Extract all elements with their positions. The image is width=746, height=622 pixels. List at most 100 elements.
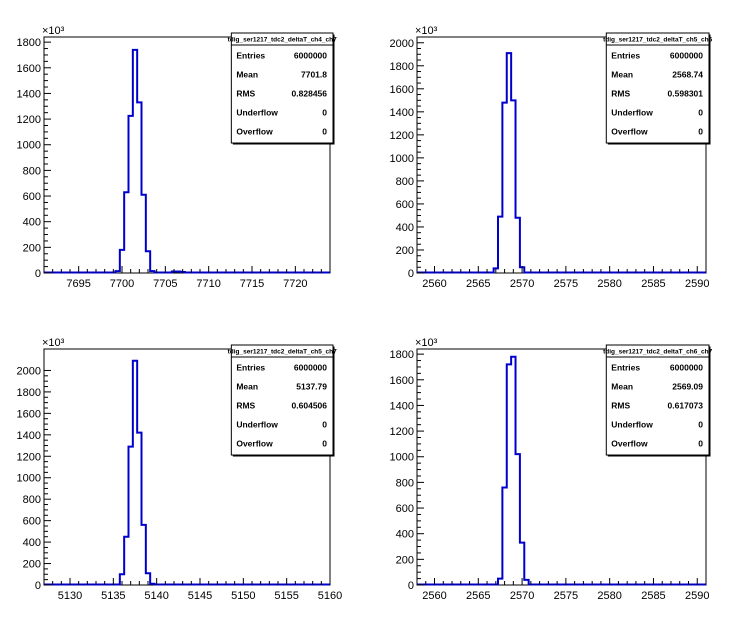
x-tick-label: 2590 <box>685 278 709 290</box>
y-tick-label: 1000 <box>17 140 41 152</box>
histogram-panel-3: 0 200 400 600 800 1000 1200 1400 1600 1800 2000 513… <box>17 337 343 602</box>
stats-label: Underflow <box>611 108 653 118</box>
stats-box <box>605 344 710 456</box>
x-tick-label: 7710 <box>196 278 220 290</box>
histogram-line <box>44 359 330 586</box>
histogram-bin-5 <box>516 454 520 585</box>
stats-value: 0.828456 <box>292 89 328 99</box>
y-tick-label: 800 <box>23 494 41 506</box>
histogram-bin-3 <box>124 192 128 273</box>
x-tick-label: 2570 <box>510 278 534 290</box>
y-tick-label: 1200 <box>17 451 41 463</box>
stats-label: Underflow <box>611 420 653 430</box>
y-tick-label: 600 <box>396 503 414 515</box>
histogram-bin-5 <box>137 433 141 585</box>
y-tick-label: 1400 <box>17 430 41 442</box>
x-tick-label: 2585 <box>641 590 665 602</box>
y-tick-label: 1600 <box>390 84 414 96</box>
histogram-bin-5 <box>511 100 515 273</box>
y-tick-label: 1800 <box>390 61 414 73</box>
x-tick-label: 7705 <box>153 278 177 290</box>
y-tick-label: 1000 <box>390 153 414 165</box>
histogram-bin-2 <box>498 217 502 273</box>
x-tick-label: 2560 <box>422 278 446 290</box>
stats-label: Underflow <box>236 420 278 430</box>
stats-label: Overflow <box>236 439 273 449</box>
stats-label: Overflow <box>236 127 273 137</box>
histogram-bin-2 <box>502 488 506 585</box>
y-tick-label: 200 <box>23 242 41 254</box>
y-tick-label: 400 <box>23 537 41 549</box>
x-tick-label: 7720 <box>283 278 307 290</box>
histogram-panel-2: 0 200 400 600 800 1000 1200 1400 1600 1800 2000 256… <box>390 25 713 290</box>
x-tick-label: 5160 <box>318 590 342 602</box>
x-tick-label: 2580 <box>597 590 621 602</box>
stats-label: RMS <box>236 401 255 411</box>
histogram-line <box>44 48 330 274</box>
y-tick-label: 800 <box>23 165 41 177</box>
y-multiplier: ×10³ <box>42 25 65 37</box>
y-tick-label: 1400 <box>390 107 414 119</box>
stats-label: Mean <box>611 70 633 80</box>
x-tick-label: 2570 <box>510 590 534 602</box>
y-tick-label: 200 <box>396 554 414 566</box>
x-tick-label: 2580 <box>597 278 621 290</box>
y-tick-label: 1200 <box>390 426 414 438</box>
stats-label: RMS <box>611 401 630 411</box>
y-tick-label: 200 <box>23 559 41 571</box>
y-tick-label: 2000 <box>17 365 41 377</box>
y-tick-label: 1600 <box>390 375 414 387</box>
x-tick-label: 5140 <box>144 590 168 602</box>
stats-label: Overflow <box>611 127 648 137</box>
histogram-bin-5 <box>133 50 137 273</box>
histogram-bin-9 <box>150 271 154 273</box>
stats-label: Mean <box>236 382 258 392</box>
x-tick-label: 2575 <box>554 590 578 602</box>
x-tick-label: 7695 <box>66 278 90 290</box>
stats-value: 0 <box>322 439 327 449</box>
histogram-bin-4 <box>133 361 137 585</box>
histogram-line <box>417 355 706 586</box>
stats-value: 6000000 <box>670 363 703 373</box>
histogram-bin-8 <box>150 584 154 585</box>
y-multiplier: ×10³ <box>42 337 65 349</box>
y-tick-label: 1000 <box>390 452 414 464</box>
histogram-title: tdig_ser1217_tdc2_deltaT_ch6_ch7 <box>603 349 712 356</box>
y-multiplier: ×10³ <box>415 25 438 37</box>
y-tick-label: 400 <box>396 529 414 541</box>
histogram-title: tdig_ser1217_tdc2_deltaT_ch5_ch7 <box>228 349 337 356</box>
stats-value: 0.598301 <box>668 89 704 99</box>
y-tick-label: 1200 <box>390 130 414 142</box>
stats-label: Entries <box>236 363 265 373</box>
x-tick-label: 2565 <box>466 278 490 290</box>
stats-label: Mean <box>236 70 258 80</box>
histogram-bin-3 <box>129 447 133 585</box>
stats-label: RMS <box>236 89 255 99</box>
histogram-title: tdig_ser1217_tdc2_deltaT_ch5_ch6 <box>603 37 712 44</box>
histogram-bin-4 <box>507 53 511 273</box>
x-tick-label: 2590 <box>685 590 709 602</box>
y-tick-label: 0 <box>408 580 414 592</box>
y-tick-label: 0 <box>408 268 414 280</box>
stats-box <box>605 32 710 144</box>
stats-label: Entries <box>611 363 640 373</box>
stats-value: 0 <box>322 127 327 137</box>
histogram-bin-6 <box>142 525 146 585</box>
y-tick-label: 1600 <box>17 63 41 75</box>
x-tick-label: 7715 <box>240 278 264 290</box>
stats-value: 6000000 <box>670 51 703 61</box>
stats-box <box>230 344 334 456</box>
y-tick-label: 1600 <box>17 408 41 420</box>
stats-value: 0 <box>322 420 327 430</box>
x-tick-label: 2585 <box>641 278 665 290</box>
histogram-bin-6 <box>137 102 141 273</box>
y-tick-label: 600 <box>23 516 41 528</box>
stats-value: 7701.8 <box>301 70 327 80</box>
y-tick-label: 0 <box>35 580 41 592</box>
stats-label: Mean <box>611 382 633 392</box>
stats-box <box>230 32 334 144</box>
stats-value: 0 <box>698 420 703 430</box>
x-tick-label: 5130 <box>58 590 82 602</box>
stats-label: Underflow <box>236 108 278 118</box>
